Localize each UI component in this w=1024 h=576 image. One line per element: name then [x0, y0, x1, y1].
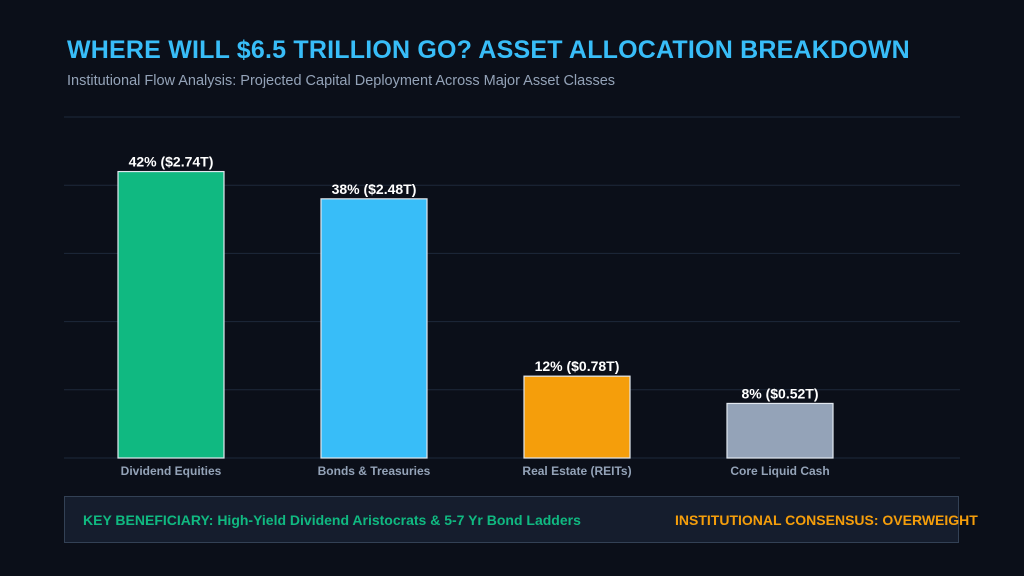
data-label: 12% ($0.78T) [535, 358, 620, 374]
key-beneficiary-text: KEY BENEFICIARY: High-Yield Dividend Ari… [83, 512, 581, 528]
x-tick-label: Real Estate (REITs) [522, 464, 631, 478]
x-tick-label: Dividend Equities [121, 464, 222, 478]
chart-title: WHERE WILL $6.5 TRILLION GO? ASSET ALLOC… [67, 36, 910, 64]
bar-dividend-equities [117, 170, 225, 459]
bar-core-liquid-cash [726, 402, 834, 459]
summary-banner: KEY BENEFICIARY: High-Yield Dividend Ari… [64, 496, 978, 543]
data-label: 8% ($0.52T) [741, 385, 818, 401]
x-tick-label: Core Liquid Cash [730, 464, 829, 478]
x-tick-label: Bonds & Treasuries [318, 464, 431, 478]
institutional-consensus-text: INSTITUTIONAL CONSENSUS: OVERWEIGHT [675, 512, 978, 528]
data-label: 38% ($2.48T) [332, 181, 417, 197]
bar-real-estate-reits- [523, 375, 631, 459]
chart-subtitle: Institutional Flow Analysis: Projected C… [67, 73, 616, 89]
bar-bonds-treasuries [320, 198, 428, 459]
data-label: 42% ($2.74T) [129, 154, 214, 170]
